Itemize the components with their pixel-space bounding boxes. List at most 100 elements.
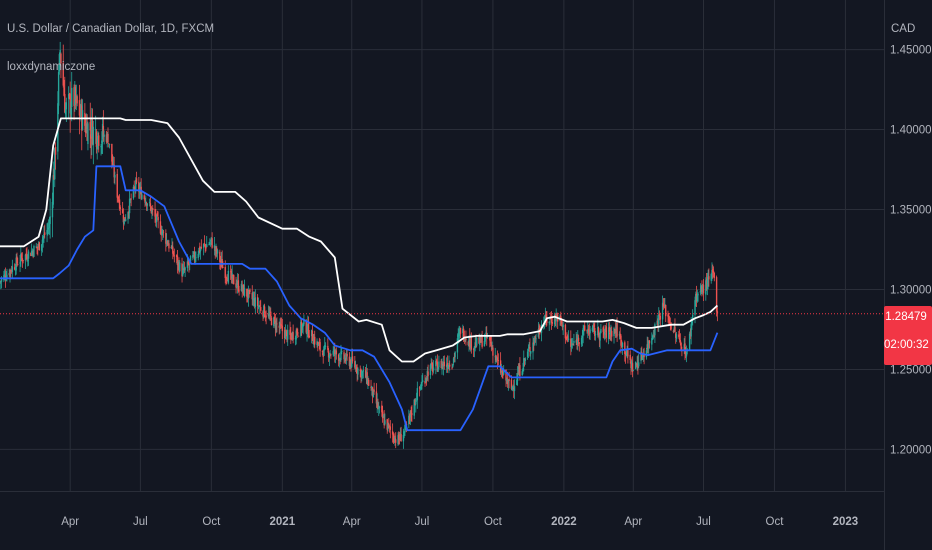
candle-body <box>549 317 551 321</box>
candle <box>575 332 577 346</box>
candle-body <box>116 173 118 198</box>
candle-body <box>600 329 602 333</box>
candle-body <box>641 352 643 359</box>
candle-body <box>479 335 481 346</box>
candle <box>106 131 108 148</box>
candle-body <box>30 250 33 255</box>
candle <box>651 332 653 351</box>
candle <box>663 297 665 309</box>
candle-body <box>371 386 373 390</box>
candle <box>73 84 75 121</box>
candle-body <box>216 247 218 254</box>
candle-body <box>117 197 119 199</box>
candle <box>64 76 66 114</box>
candle <box>357 367 359 380</box>
candle-body <box>403 431 405 435</box>
candle-body <box>408 415 410 425</box>
candle <box>580 335 583 347</box>
candle <box>567 330 570 342</box>
candle <box>236 279 238 289</box>
candle <box>683 338 685 354</box>
time-tick-label: 2021 <box>270 516 296 528</box>
candle-body <box>394 437 396 442</box>
candle-body <box>670 323 672 330</box>
candle <box>337 353 340 367</box>
candle <box>584 321 586 332</box>
candle-body <box>570 338 572 347</box>
price-axis[interactable]: 1.20000 1.25000 1.30000 1.35000 1.40000 1.450… <box>890 45 932 457</box>
candle-body <box>513 387 515 390</box>
candle <box>229 265 232 280</box>
candle-body <box>344 357 346 361</box>
candle-body <box>625 354 628 356</box>
candle-body <box>587 329 589 333</box>
candle-body <box>241 285 243 291</box>
candle <box>189 255 192 262</box>
candle-body <box>604 333 606 335</box>
candle <box>576 334 578 350</box>
candle-body <box>263 306 266 317</box>
candle-body <box>453 357 456 358</box>
candle <box>294 335 297 346</box>
candle <box>42 235 44 248</box>
candle <box>604 324 607 339</box>
candle-body <box>654 324 656 336</box>
candle <box>183 261 186 273</box>
candle-body <box>636 363 638 366</box>
candle-body <box>597 328 600 336</box>
candle-body <box>614 328 616 331</box>
candle <box>437 366 439 372</box>
candle <box>522 362 524 375</box>
indicator-label[interactable]: loxxdynamiczone <box>7 61 96 73</box>
candle <box>324 337 326 351</box>
candle <box>535 333 537 346</box>
candle-body <box>528 347 530 349</box>
candle <box>608 322 611 340</box>
candle <box>161 226 163 236</box>
candle-body <box>442 364 444 366</box>
candle <box>178 257 180 275</box>
candle-body <box>19 262 21 264</box>
candle-body <box>572 343 574 345</box>
candle-body <box>84 112 86 126</box>
candle-body <box>411 413 413 415</box>
candle-body <box>420 387 422 389</box>
candle-body <box>391 431 394 435</box>
candle-body <box>377 402 379 409</box>
candle-body <box>378 406 380 409</box>
candle <box>103 130 105 145</box>
candle <box>214 245 216 259</box>
time-tick-label: Oct <box>766 516 785 528</box>
candle-body <box>339 358 341 361</box>
candle-body <box>344 358 347 362</box>
candle-body <box>204 244 206 246</box>
candle-body <box>68 94 71 96</box>
candle-body <box>610 329 612 336</box>
candle-body <box>79 112 81 116</box>
candle-body <box>445 364 448 367</box>
candle-body <box>138 181 140 192</box>
candle-body <box>81 110 84 130</box>
candle-body <box>659 315 662 320</box>
candle <box>184 266 186 277</box>
time-axis[interactable]: Apr Jul Oct 2021 Apr Jul Oct 2022 Apr Jul Oct 2023 <box>61 516 858 528</box>
candle-body <box>270 317 273 326</box>
candle <box>507 379 510 391</box>
candle <box>565 336 567 341</box>
candle <box>699 283 702 296</box>
candle-body <box>511 386 513 390</box>
candle-body <box>573 340 575 343</box>
candle-body <box>419 386 422 388</box>
candle-body <box>522 368 524 372</box>
candle-body <box>640 351 642 361</box>
candle-body <box>159 221 162 234</box>
candle-body <box>27 259 29 261</box>
candle <box>571 338 574 349</box>
candle <box>59 41 61 67</box>
candle <box>464 337 466 343</box>
candle <box>332 345 334 357</box>
candle-body <box>448 363 450 368</box>
candle <box>641 354 644 361</box>
symbol-title[interactable]: U.S. Dollar / Canadian Dollar, 1D, FXCM <box>7 23 215 35</box>
